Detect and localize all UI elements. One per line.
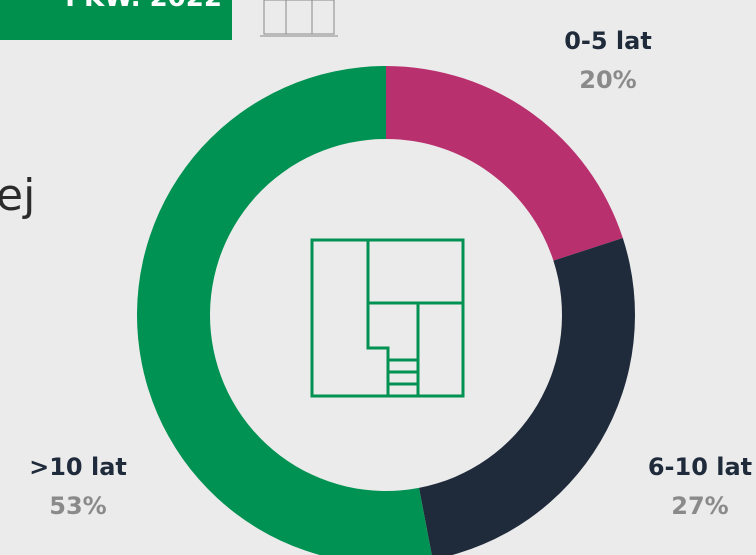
donut-segment [386,66,623,261]
category-label: 0-5 lat [564,27,652,55]
category-label: >10 lat [29,453,127,481]
floorplan-icon [310,238,465,398]
value-label: 53% [49,492,106,520]
side-text: ej [0,170,35,221]
donut-segment [418,238,635,555]
value-label: 27% [671,492,728,520]
category-label: 6-10 lat [648,453,752,481]
banner-text: I KW. 2022 [65,0,222,13]
building-icon [260,0,338,37]
donut-segment [137,66,432,555]
value-label: 20% [579,66,636,94]
banner [0,0,232,40]
